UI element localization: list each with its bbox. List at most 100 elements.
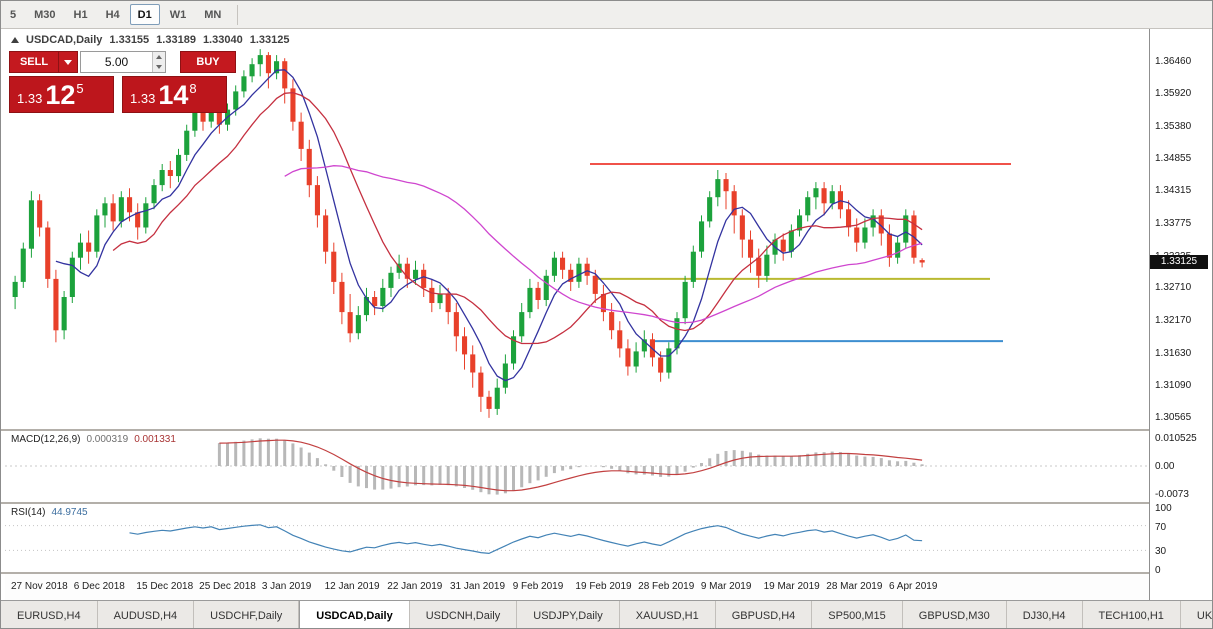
chart-tab-sp500-m15[interactable]: SP500,M15 (812, 601, 903, 628)
buy-button[interactable]: BUY (180, 51, 236, 73)
macd-axis-label: 0.010525 (1155, 433, 1197, 444)
date-axis-label: 9 Mar 2019 (700, 581, 752, 592)
date-axis-label: 27 Nov 2018 (11, 581, 68, 592)
low-value: 1.33040 (202, 34, 243, 46)
macd-axis-label: 0.00 (1155, 461, 1175, 473)
rsi-axis-label: 70 (1155, 521, 1167, 533)
rsi-name: RSI(14) (11, 507, 46, 518)
toolbar-separator (237, 4, 239, 25)
date-axis-label: 28 Mar 2019 (826, 581, 883, 592)
one-click-trading-panel: SELL BUY 1.33 12 5 1.33 14 8 (9, 51, 236, 113)
timeframe-button-w1[interactable]: W1 (169, 8, 187, 21)
rsi-axis-label: 30 (1155, 546, 1167, 558)
high-value: 1.33189 (156, 34, 196, 46)
sell-price-display[interactable]: 1.33 12 5 (9, 76, 114, 113)
date-axis-label: 25 Dec 2018 (199, 581, 256, 592)
sell-price-base: 1.33 (17, 91, 43, 106)
price-axis-label: 1.32710 (1155, 282, 1192, 294)
date-axis-label: 31 Jan 2019 (450, 581, 506, 592)
symbol-name: USDCAD,Daily (26, 34, 103, 46)
sell-button[interactable]: SELL (9, 51, 59, 73)
open-value: 1.33155 (109, 34, 150, 46)
macd-indicator-canvas[interactable] (5, 431, 1149, 502)
chart-tab-usdcad-daily[interactable]: USDCAD,Daily (299, 601, 410, 628)
sell-price-pips: 12 (45, 80, 76, 110)
price-axis-label: 1.33775 (1155, 217, 1192, 229)
price-displays-row: 1.33 12 5 1.33 14 8 (9, 76, 236, 113)
date-axis-label: 6 Dec 2018 (73, 581, 125, 592)
timeframe-button-d1[interactable]: D1 (129, 4, 160, 25)
volume-spinner (152, 52, 165, 72)
timeframe-button-h1[interactable]: H1 (73, 8, 88, 21)
date-axis-label: 3 Jan 2019 (261, 581, 312, 592)
macd-main-value: 0.000319 (86, 434, 129, 445)
volume-decrease-button[interactable] (153, 62, 165, 72)
price-axis-label: 1.31630 (1155, 347, 1192, 359)
macd-indicator-label: MACD(12,26,9) 0.000319 0.001331 (11, 434, 176, 445)
panel-separator[interactable] (1, 429, 1212, 431)
timeframe-button-mn[interactable]: MN (204, 8, 222, 21)
date-axis-label: 19 Feb 2019 (575, 581, 632, 592)
price-axis-label: 1.34855 (1155, 152, 1192, 164)
panel-separator[interactable] (1, 502, 1212, 504)
close-value: 1.33125 (249, 34, 290, 46)
macd-signal-value: 0.001331 (134, 434, 176, 445)
buy-price-pips: 14 (158, 80, 189, 110)
chart-tab-gbpusd-m30[interactable]: GBPUSD,M30 (903, 601, 1007, 628)
chart-symbol-info: USDCAD,Daily 1.33155 1.33189 1.33040 1.3… (11, 34, 289, 46)
date-axis-label: 15 Dec 2018 (136, 581, 194, 592)
chart-tab-usdcnh-daily[interactable]: USDCNH,Daily (410, 601, 518, 628)
rsi-value: 44.9745 (51, 507, 88, 518)
price-axis-label: 1.35380 (1155, 120, 1192, 132)
chart-tab-tech100-h1[interactable]: TECH100,H1 (1083, 601, 1181, 628)
timeframe-button-5[interactable]: 5 (10, 8, 17, 21)
caret-up-icon (156, 55, 162, 59)
date-axis-label: 19 Mar 2019 (763, 581, 820, 592)
chevron-down-icon (64, 59, 72, 65)
chart-tab-ukoil-h1[interactable]: UKOil,H1 (1181, 601, 1212, 628)
sell-price-fraction: 5 (76, 81, 84, 96)
rsi-indicator-label: RSI(14) 44.9745 (11, 507, 88, 518)
chart-tab-xauusd-h1[interactable]: XAUUSD,H1 (620, 601, 716, 628)
date-axis-label: 22 Jan 2019 (387, 581, 443, 592)
buy-price-display[interactable]: 1.33 14 8 (122, 76, 227, 113)
chart-tab-audusd-h4[interactable]: AUDUSD,H4 (98, 601, 195, 628)
order-type-dropdown[interactable] (59, 51, 78, 73)
rsi-axis-label: 100 (1155, 503, 1172, 514)
timeframe-buttons: 5 M30 H1 H4 D1 W1 MN (2, 1, 229, 28)
chart-tab-eurusd-h4[interactable]: EURUSD,H4 (1, 601, 98, 628)
chart-tab-gbpusd-h4[interactable]: GBPUSD,H4 (716, 601, 813, 628)
chart-shift-icon (11, 37, 19, 43)
current-price-tag: 1.33125 (1150, 255, 1208, 270)
volume-input[interactable] (81, 52, 152, 72)
buy-price-fraction: 8 (189, 81, 197, 96)
price-axis-label: 1.32170 (1155, 314, 1192, 326)
volume-increase-button[interactable] (153, 52, 165, 62)
main-chart-canvas[interactable] (5, 29, 1149, 429)
price-axis-label: 1.36460 (1155, 55, 1192, 67)
price-axis: 1.36460 1.35920 1.35380 1.34855 1.34315 1.337… (1149, 29, 1212, 600)
panel-separator[interactable] (1, 572, 1212, 574)
chart-tab-dj30-h4[interactable]: DJ30,H4 (1007, 601, 1083, 628)
macd-name: MACD(12,26,9) (11, 434, 81, 445)
volume-field[interactable] (80, 51, 166, 73)
buy-price-base: 1.33 (130, 91, 156, 106)
rsi-axis-label: 0 (1155, 565, 1161, 576)
date-axis-label: 12 Jan 2019 (324, 581, 380, 592)
date-axis-label: 9 Feb 2019 (512, 581, 564, 592)
chart-tab-usdchf-daily[interactable]: USDCHF,Daily (194, 601, 300, 628)
rsi-indicator-canvas[interactable] (5, 504, 1149, 572)
timeframe-button-m30[interactable]: M30 (34, 8, 56, 21)
timeframe-toolbar: 5 M30 H1 H4 D1 W1 MN (1, 1, 1212, 29)
caret-down-icon (156, 65, 162, 69)
chart-tab-bar: EURUSD,H4 AUDUSD,H4 USDCHF,Daily USDCAD,Dai… (1, 600, 1212, 628)
price-axis-label: 1.31090 (1155, 380, 1192, 392)
chart-tab-usdjpy-daily[interactable]: USDJPY,Daily (517, 601, 620, 628)
date-axis-label: 28 Feb 2019 (638, 581, 695, 592)
price-axis-label: 1.30565 (1155, 412, 1192, 424)
trade-controls-row: SELL BUY (9, 51, 236, 73)
date-axis-label: 6 Apr 2019 (889, 581, 938, 592)
timeframe-button-h4[interactable]: H4 (105, 8, 120, 21)
price-axis-label: 1.35920 (1155, 88, 1192, 100)
